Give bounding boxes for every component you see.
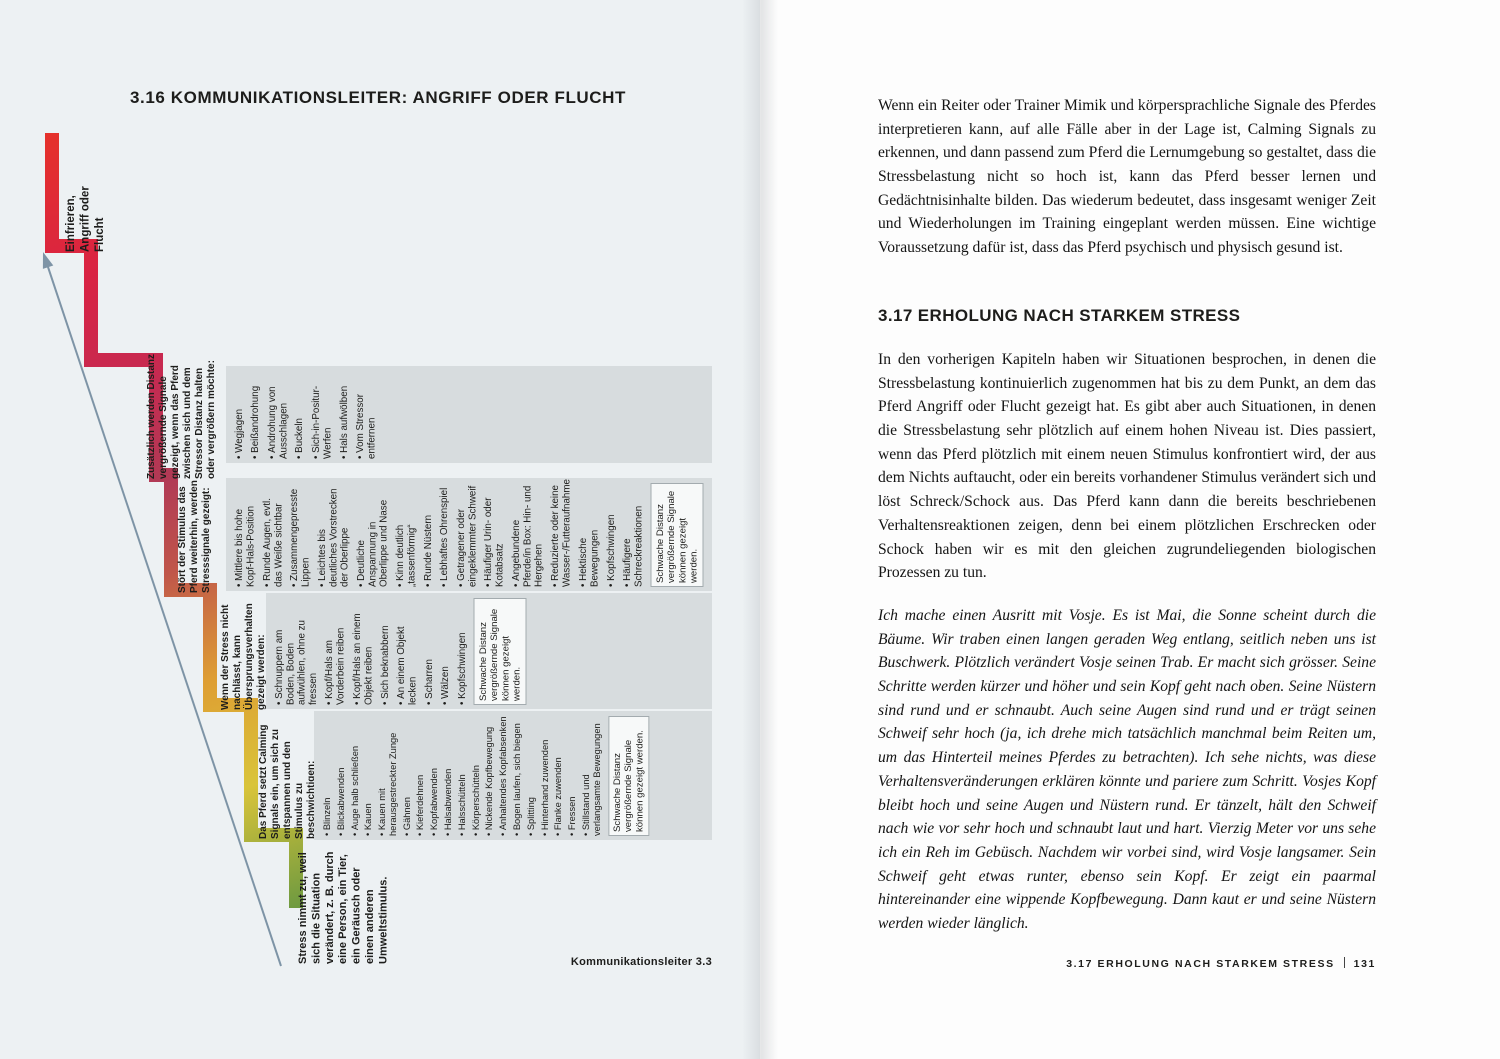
signal-item: Hinterhand zuwenden [540,716,551,836]
page-left: 3.16 KOMMUNIKATIONSLEITER: ANGRIFF ODER … [0,0,760,1059]
body-paragraph-2: In den vorherigen Kapiteln haben wir Sit… [878,351,1376,582]
signal-item: Körperschütteln [471,716,482,836]
signal-item: Getragener oder eingeklemmter Schweif [456,483,479,587]
ladder-row-band-displacement: Schnuppern am Boden, Boden aufwühlen, oh… [266,593,712,709]
running-footer: 3.17 ERHOLUNG NACH STARKEM STRESS 131 [878,957,1376,970]
weak-distance-signals-note: Schwache Distanz vergrößernde Signale kö… [608,716,650,836]
signal-item: Kinn deutlich „tassenförmig“ [395,483,418,587]
footer-divider [1343,957,1345,968]
page-number: 131 [1353,958,1376,970]
signal-item: Deutliche Anspannung in Oberlippe und Na… [356,483,390,587]
body-paragraph-1: Wenn ein Reiter oder Trainer Mimik und k… [878,97,1376,257]
signal-item: Runde Nüstern [423,483,434,587]
signal-item: Kauen [363,716,374,836]
ladder-row-header-distance-signals: Zusätzlich werden Distanz vergrößernde S… [146,353,217,479]
signal-item: Splitting [526,716,537,836]
signal-item: Kopfabwenden [429,716,440,836]
signal-item: Lebhaftes Ohrenspiel [439,483,450,587]
signal-item: Fressen [567,716,578,836]
signal-list: Schnuppern am Boden, Boden aufwühlen, oh… [274,598,468,705]
ladder-row-band-stress-signals: Mittlere bis hohe Kopf-Hals-PositionRund… [226,478,712,591]
section-heading: 3.17 ERHOLUNG NACH STARKEM STRESS [878,306,1241,325]
signal-item: Sich-in-Positur-Werfen [311,371,334,459]
signal-item: Kieferdehnen [415,716,426,836]
signal-list: Mittlere bis hohe Kopf-Hals-PositionRund… [234,479,645,587]
signal-item: Kopf/Hals an einem Objekt reiben [352,598,375,705]
signal-item: Mittlere bis hohe Kopf-Hals-Position [234,483,257,587]
signal-item: Halsabwenden [443,716,454,836]
signal-item: Buckeln [294,371,305,459]
signal-item: Bogen laufen, sich biegen [512,716,523,836]
signal-item: Nickende Kopfbewegung [484,716,495,836]
signal-item: Kauen mit herausgestreckter Zunge [377,716,399,836]
signal-item: Reduzierte oder keine Wasser-/Futteraufn… [550,479,573,587]
signal-item: Angebundene Pferde/in Box: Hin- und Herg… [511,483,545,587]
signal-item: Anhaltendes Kopfabsenken [498,716,509,836]
signal-item: An einem Objekt lecken [396,598,419,705]
ladder-apex-label: Einfrieren, Angriff oder Flucht [65,186,106,252]
weak-distance-signals-note: Schwache Distanz vergrößernde Signale kö… [474,598,527,705]
signal-item: Gähnen [402,716,413,836]
figure-caption: Kommunikationsleiter 3.3 [570,956,712,968]
signal-list: Wegjagen Beißandrohung Androhung von Aussc… [234,371,378,459]
ladder-row-header-calming-signals: Das Pferd setzt Calming Signals ein, um … [258,724,317,839]
signal-item: Runde Augen, evtl. das Weiße sichtbar [262,483,285,587]
signal-item: Kopfschwingen [457,598,468,705]
signal-item: Blinzeln [322,716,333,836]
signal-item: Vom Stressor entfernen [355,371,378,459]
page-title: 3.16 KOMMUNIKATIONSLEITER: ANGRIFF ODER … [130,88,627,107]
weak-distance-signals-note: Schwache Distanz vergrößernde Signale kö… [650,483,704,587]
ladder-row-band-distance-signals: Wegjagen Beißandrohung Androhung von Aussc… [226,366,712,463]
signal-item: Scharren [424,598,435,705]
signal-item: Sich beknabbern [380,598,391,705]
ladder-row-header-displacement: Wenn der Stress nicht nachlässt, kann Üb… [220,603,267,710]
signal-item: Auge halb schließen [350,716,361,836]
signal-item: Wälzen [440,598,451,705]
ladder-row-band-calming-signals: BlinzelnBlickabwendenAuge halb schließen… [314,711,712,840]
signal-item: Halsschütteln [457,716,468,836]
signal-item: Häufiger Urin- oder Kotabsatz [483,483,506,587]
signal-item: Leichtes bis deutliches Vorstrecken der … [317,483,351,587]
signal-list: BlinzelnBlickabwendenAuge halb schließen… [322,716,602,836]
signal-item: Beißandrohung [250,371,261,459]
signal-item: Androhung von Ausschlagen [267,371,290,459]
stress-ladder-graphic [42,133,303,967]
footer-section-label: 3.17 ERHOLUNG NACH STARKEM STRESS [1066,958,1335,970]
signal-item: Häufigere Schreckreaktionen [622,483,645,587]
signal-item: Wegjagen [234,371,245,459]
ladder-base-label: Stress nimmt zu, weil sich die Situation… [297,851,390,964]
body-paragraph-3-anecdote: Ich mache einen Ausritt mit Vosje. Es is… [878,607,1376,932]
trend-arrow-line [46,263,282,967]
signal-item: Blickabwenden [336,716,347,836]
page-right: Wenn ein Reiter oder Trainer Mimik und k… [760,0,1500,1059]
signal-item: Kopfschwingen [606,483,617,587]
signal-item: Hektische Bewegungen [578,483,601,587]
signal-item: Kopf/Hals am Vorderbein reiben [324,598,347,705]
signal-item: Stillstand und verlangsamte Bewegungen [581,716,603,836]
signal-item: Zusammengepresste Lippen [289,483,312,587]
signal-item: Schnuppern am Boden, Boden aufwühlen, oh… [274,598,319,705]
staircase-shape [45,133,303,908]
ladder-row-header-stress-signals: Stört der Stimulus das Pferd weiterhin, … [177,480,212,593]
signal-item: Hals aufwölben [339,371,350,459]
signal-item: Flanke zuwenden [553,716,564,836]
trend-arrowhead-icon [42,252,54,269]
